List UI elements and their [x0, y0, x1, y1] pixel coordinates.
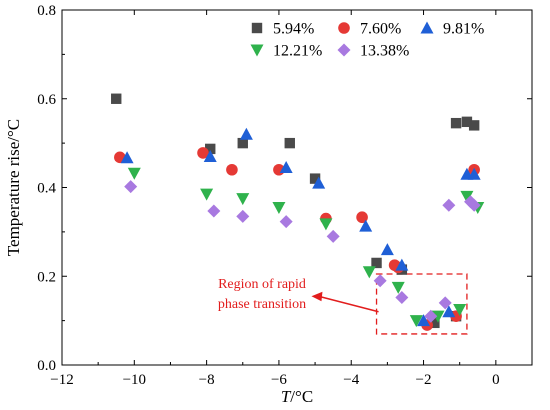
data-point [111, 93, 122, 104]
data-point [326, 229, 340, 243]
y-tick-label: 0.8 [37, 3, 56, 19]
legend-marker [337, 43, 351, 57]
data-point [203, 149, 217, 162]
data-point [205, 143, 216, 155]
legend-marker [338, 22, 350, 34]
y-tick-label: 0.2 [37, 269, 56, 285]
data-point [237, 137, 248, 149]
data-point [124, 180, 138, 194]
data-point [200, 188, 214, 201]
data-point [450, 117, 462, 129]
data-point [438, 296, 452, 310]
legend-marker [250, 44, 264, 57]
data-point [239, 127, 253, 140]
data-point [380, 243, 394, 256]
data-point [468, 120, 480, 131]
x-axis-title: T/°C [281, 387, 313, 406]
data-point [429, 317, 440, 329]
annotation-arrow-line [320, 295, 379, 313]
data-point [453, 304, 467, 317]
data-point [395, 258, 409, 271]
x-tick-label: −6 [271, 372, 287, 388]
data-point [391, 281, 405, 294]
data-point [236, 193, 250, 206]
data-points [111, 93, 485, 331]
data-point [120, 151, 134, 164]
y-tick-label: 0.0 [37, 358, 56, 374]
data-point [373, 274, 387, 288]
annotation-arrow-head [311, 291, 323, 302]
x-tick-label: 0 [492, 372, 500, 388]
annotation-text: phase transition [218, 297, 306, 312]
legend-label: 13.38% [360, 43, 409, 60]
data-point [417, 314, 431, 327]
x-tick-label: −10 [123, 372, 146, 388]
data-point [284, 137, 295, 149]
data-point [442, 198, 456, 212]
y-axis-title: Temperature rise/°C [4, 119, 23, 256]
legend-label: 5.94% [273, 21, 314, 38]
legend: 5.94% 7.60% 9.81% 12.21% 13.38% [250, 21, 484, 60]
legend-marker [251, 22, 263, 34]
x-tick-label: −8 [199, 372, 215, 388]
data-point [207, 204, 221, 218]
data-point [409, 315, 423, 328]
legend-label: 9.81% [443, 21, 484, 38]
data-point [279, 161, 293, 174]
x-tick-label: −2 [416, 372, 432, 388]
annotation: Region of rapid phase transition [218, 273, 468, 335]
data-point [356, 211, 368, 224]
legend-label: 7.60% [360, 21, 401, 38]
y-tick-label: 0.4 [37, 181, 56, 197]
data-point [226, 163, 238, 176]
data-point [319, 218, 333, 231]
data-point [309, 173, 321, 184]
data-point [442, 305, 456, 318]
data-point [127, 167, 141, 180]
data-point [461, 116, 473, 128]
data-point [467, 198, 481, 212]
legend-label: 12.21% [273, 43, 322, 60]
x-tick-label: −12 [50, 372, 73, 388]
data-point [467, 167, 481, 180]
data-point [197, 147, 209, 159]
data-point [424, 309, 438, 323]
transition-region-box [375, 273, 468, 335]
data-point [279, 215, 293, 229]
data-point [236, 209, 250, 223]
data-point [272, 201, 286, 214]
data-point [395, 291, 409, 305]
data-point [359, 219, 373, 232]
annotation-text: Region of rapid [218, 277, 306, 292]
data-point [371, 257, 382, 269]
data-point [460, 190, 474, 203]
y-tick-label: 0.6 [37, 92, 56, 108]
data-point [312, 176, 326, 189]
data-point [362, 266, 376, 279]
x-tick-label: −4 [343, 372, 359, 388]
legend-marker [420, 21, 434, 34]
axes: −12 −10 −8 −6 −4 −2 0 0.0 0.2 0.4 0.6 0.8 T/°C Temper… [4, 3, 533, 406]
